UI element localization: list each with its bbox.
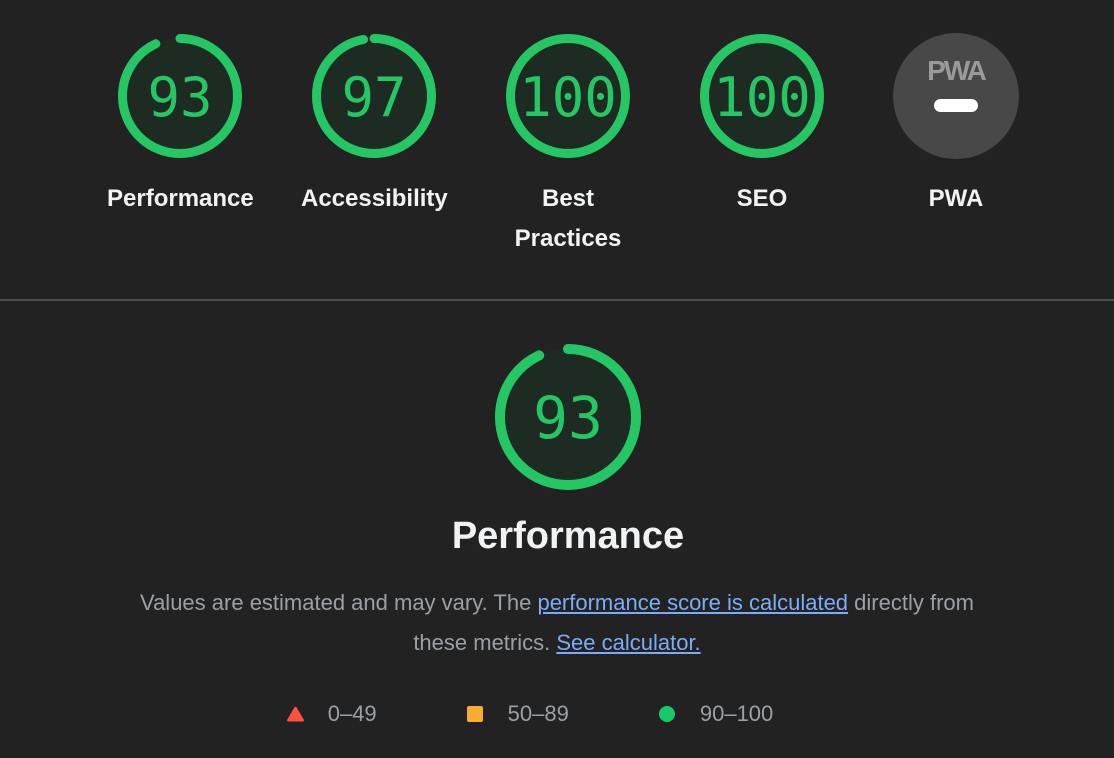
legend-label: 50–89 [507,701,569,726]
score-gauge: 93 [117,33,243,159]
score-label: Best Practices [514,185,622,252]
legend-icon [286,706,304,722]
score-gauge: 100 [699,33,825,159]
gauge-fill-circle [316,38,432,154]
score-item-pwa[interactable]: PWA PWA [874,33,1038,259]
legend-circle-icon [658,706,675,722]
gauge-arc [495,344,641,490]
gauge-fill-circle [500,349,636,485]
pwa-dash-icon [934,99,978,112]
legend-triangle-icon [286,706,304,722]
score-gauge: 100 [505,33,631,159]
score-item-performance[interactable]: 93 Performance [98,33,262,259]
description-text-2: directly from these metrics. [413,590,974,655]
gauge-score-text: 100 [519,66,617,129]
gauge-arc [700,34,824,158]
see-calculator-link[interactable]: See calculator. [556,630,701,655]
score-label: Performance [107,185,254,212]
category-description: Values are estimated and may vary. The p… [137,583,977,663]
score-label: SEO [736,185,788,212]
gauge-fill-circle [704,38,820,154]
gauge-fill-circle [122,38,238,154]
score-item-seo[interactable]: 100 SEO [680,33,844,259]
gauge-arc [312,34,436,158]
score-item-accessibility[interactable]: 97 Accessibility [292,33,456,259]
report-summary: 93 Performance 97 Accessibility 100 Best… [0,0,1114,301]
score-gauge: 97 [311,33,437,159]
score-legend: 0–49 50–89 90–100 [286,701,774,727]
score-label: PWA [928,185,984,212]
category-gauge: 93 [494,343,642,491]
gauge-score-text: 100 [713,66,811,129]
category-detail: 93 Performance Values are estimated and … [0,301,1114,727]
gauge-score-text: 93 [147,66,212,129]
score-gauge-svg: 97 [312,34,436,158]
legend-item-circle: 90–100 [658,701,774,727]
gauge-fill-circle [510,38,626,154]
score-gauge-svg: 93 [495,344,641,490]
legend-square-icon [466,706,483,722]
legend-label: 90–100 [699,701,774,726]
score-gauge: PWA [893,33,1019,159]
score-gauge-svg: 100 [506,34,630,158]
pwa-logo-text: PWA [927,55,987,86]
category-title: Performance [451,515,685,557]
score-item-best-practices[interactable]: 100 Best Practices [486,33,650,259]
scores-row: 93 Performance 97 Accessibility 100 Best… [22,33,1114,259]
legend-icon [658,706,676,722]
performance-score-link[interactable]: performance score is calculated [537,590,849,615]
legend-item-square: 50–89 [466,701,569,727]
gauge-arc [118,34,242,158]
pwa-badge-circle [893,33,1019,159]
gauge-score-text: 93 [533,384,603,452]
legend-label: 0–49 [327,701,377,726]
score-gauge-svg: 100 [700,34,824,158]
score-label: Accessibility [301,185,448,212]
legend-icon [466,706,484,722]
gauge-arc [506,34,630,158]
pwa-badge-svg: PWA [893,33,1019,159]
legend-item-triangle: 0–49 [286,701,377,727]
score-gauge-svg: 93 [118,34,242,158]
gauge-score-text: 97 [341,66,406,129]
description-text-1: Values are estimated and may vary. The [140,590,538,615]
